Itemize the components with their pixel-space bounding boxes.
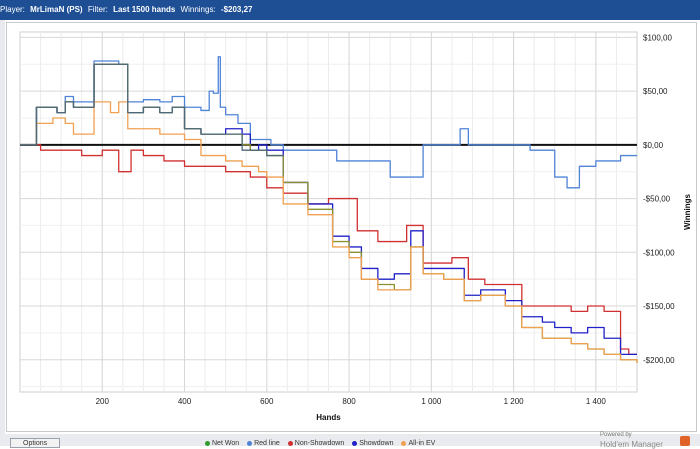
series-line-1 <box>20 144 637 356</box>
legend-item: All-in EV <box>401 440 435 447</box>
player-label: Player: <box>0 5 25 14</box>
series-line-4 <box>20 101 638 363</box>
legend-label: All-in EV <box>408 440 436 447</box>
legend-swatch <box>401 440 407 446</box>
legend-item: Red line <box>247 440 280 447</box>
y-tick-label: -$100,00 <box>643 248 675 257</box>
x-tick-label: 1 400 <box>586 397 607 406</box>
legend-item: Non-Showdown <box>287 440 345 447</box>
brand-top: Powered by <box>600 432 632 438</box>
legend-item: Showdown <box>352 440 393 447</box>
x-tick-label: 200 <box>96 397 110 406</box>
x-axis-label: Hands <box>316 413 341 422</box>
legend-swatch <box>205 440 210 446</box>
legend-label: Non-Showdown <box>294 440 345 447</box>
y-tick-label: $0,00 <box>643 141 664 150</box>
legend-item: Net Won <box>205 440 239 447</box>
hem-logo-icon <box>680 436 690 446</box>
title-bar: Player: MrLimaN (PS) Filter: Last 1500 h… <box>0 0 700 20</box>
y-tick-label: $50,00 <box>643 87 668 96</box>
series-line-5 <box>20 63 284 157</box>
x-tick-label: 1 000 <box>421 397 442 406</box>
chart-legend: Net Won Red line Non-Showdown Showdown All-i… <box>205 440 443 447</box>
series-line-0 <box>20 56 637 189</box>
player-value: MrLimaN (PS) <box>30 5 83 14</box>
left-splitter[interactable] <box>0 20 5 446</box>
winnings-label: Winnings: <box>180 5 216 14</box>
legend-swatch <box>352 440 358 446</box>
winnings-value: -$203,27 <box>220 5 253 14</box>
y-tick-label: $100,00 <box>643 33 672 42</box>
filter-value: Last 1500 hands <box>113 5 176 14</box>
y-axis-label: Winnings <box>683 193 692 229</box>
legend-swatch <box>247 440 253 446</box>
x-tick-label: 600 <box>260 397 274 406</box>
y-tick-label: -$150,00 <box>643 302 675 311</box>
legend-label: Showdown <box>359 440 394 447</box>
bottom-bar <box>0 434 700 446</box>
options-button[interactable]: Options <box>10 438 60 448</box>
brand-name: Hold'em Manager <box>600 440 663 449</box>
x-tick-label: 400 <box>178 397 192 406</box>
legend-swatch <box>287 440 293 446</box>
x-tick-label: 800 <box>342 397 356 406</box>
legend-label: Net Won <box>212 440 240 447</box>
filter-label: Filter: <box>87 5 108 14</box>
x-tick-label: 1 200 <box>504 397 525 406</box>
y-tick-label: -$50,00 <box>643 195 671 204</box>
legend-label: Red line <box>254 440 280 447</box>
y-tick-label: -$200,00 <box>643 356 675 365</box>
